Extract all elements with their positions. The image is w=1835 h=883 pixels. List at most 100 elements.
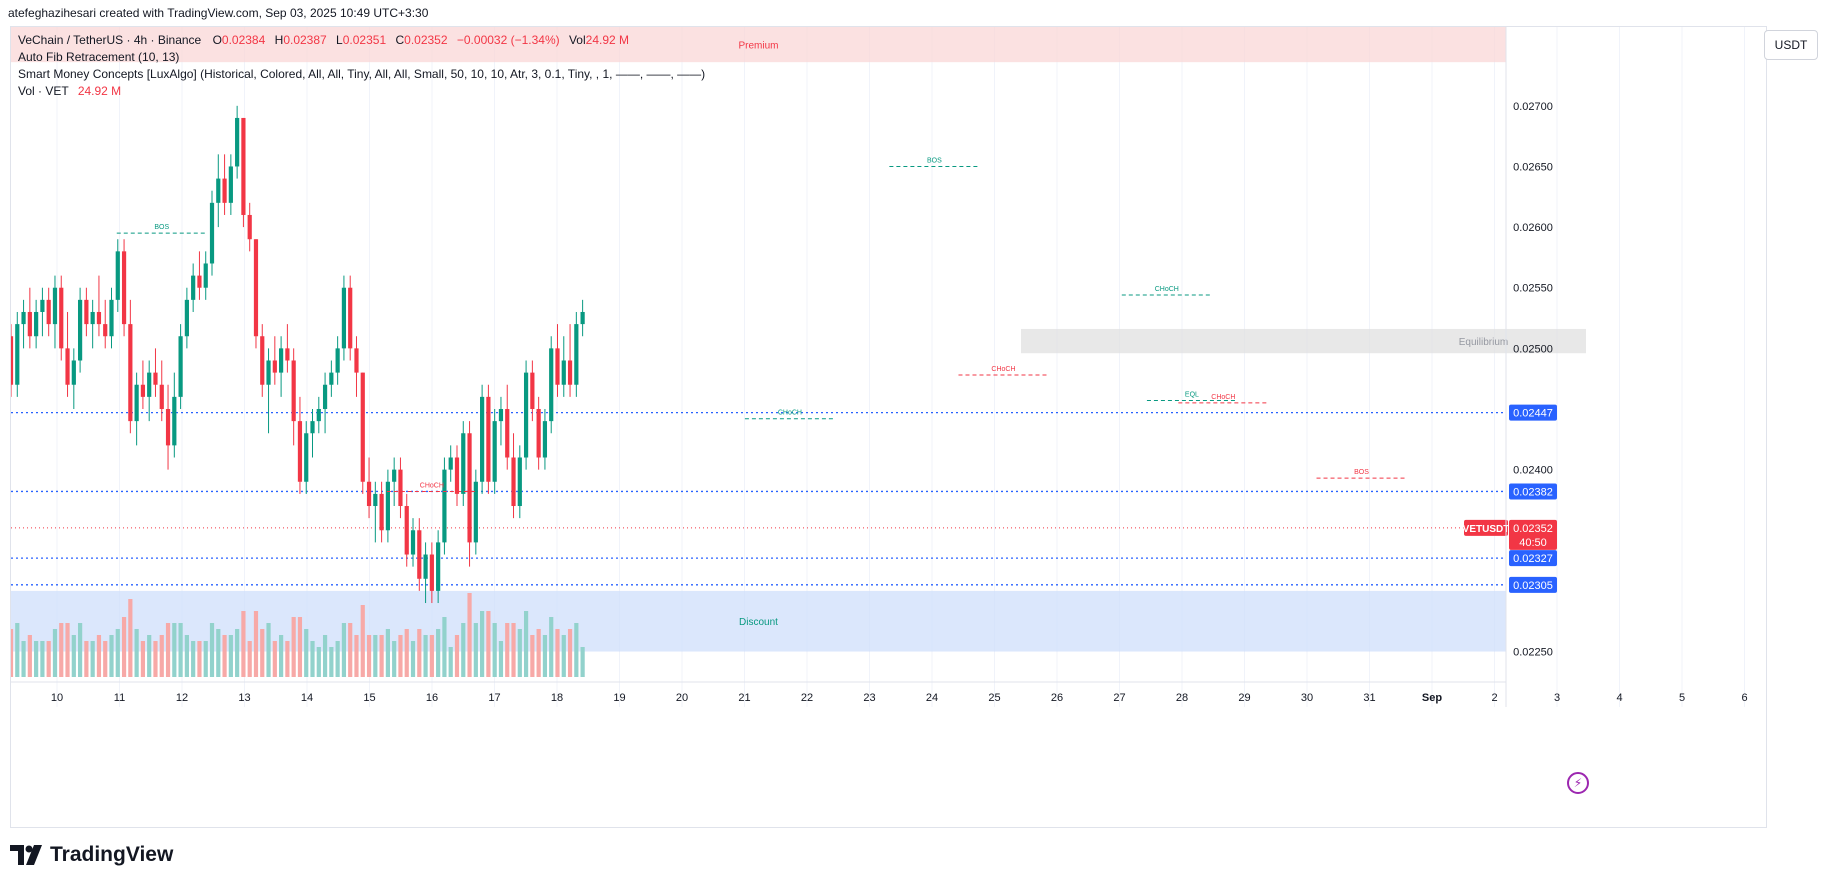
candle-body	[147, 372, 152, 397]
legend-low: 0.02351	[342, 33, 387, 47]
candle-body	[517, 457, 522, 507]
candle-body	[442, 469, 447, 543]
price-chart[interactable]: Premium Equilibrium Discount 0.02447 0.02382…	[11, 27, 1766, 827]
candle-body	[454, 457, 460, 494]
zone-premium	[11, 27, 1506, 63]
structure-label: CHoCH	[778, 410, 802, 417]
candle-body	[580, 311, 585, 325]
candle-body	[385, 481, 390, 531]
candle-body	[304, 433, 309, 482]
candle-body	[84, 299, 89, 325]
y-tick-label: 0.02700	[1513, 101, 1553, 113]
price-tag-bg	[1509, 550, 1557, 567]
x-tick-label: 26	[1051, 692, 1063, 704]
candle-body	[178, 336, 183, 397]
legend-volume-value: 24.92 M	[77, 84, 122, 98]
candle-body	[542, 421, 548, 458]
candle-body	[228, 166, 233, 203]
candle-body	[373, 493, 378, 507]
candle-body	[71, 360, 76, 385]
legend-high: 0.02387	[283, 33, 327, 47]
candle-body	[574, 324, 579, 385]
volume-bar	[40, 641, 45, 677]
legend-fib[interactable]: Auto Fib Retracement (10, 13)	[18, 49, 179, 65]
volume-bar	[379, 635, 384, 677]
alert-bolt-icon[interactable]: ⚡	[1567, 772, 1589, 794]
volume-bar	[241, 611, 246, 677]
x-tick-label: 3	[1554, 692, 1560, 704]
volume-bar	[354, 635, 359, 677]
volume-bar	[536, 629, 541, 677]
candle-body	[549, 348, 554, 422]
volume-bar	[467, 593, 472, 677]
candle-body	[21, 311, 26, 325]
legend-smc-text: Smart Money Concepts [LuxAlgo] (Historic…	[18, 67, 706, 81]
candle-body	[297, 421, 303, 482]
legend-fib-text: Auto Fib Retracement (10, 13)	[18, 50, 180, 64]
x-tick-label: 24	[926, 692, 938, 704]
volume-bar	[216, 629, 221, 677]
candle-body	[96, 311, 102, 325]
volume-bar	[555, 629, 560, 677]
candle-body	[184, 299, 189, 337]
zone-label-discount: Discount	[739, 617, 778, 628]
candle-body	[247, 214, 252, 240]
candle-body	[473, 481, 478, 543]
candle-body	[27, 311, 32, 337]
legend-volume[interactable]: Vol · VET 24.92 M	[18, 83, 121, 99]
candle-body	[90, 311, 95, 325]
candle-body	[197, 275, 202, 288]
volume-bar	[341, 623, 347, 677]
candle-body	[291, 360, 296, 422]
price-tag-label: 0.02382	[1513, 486, 1553, 498]
volume-bar	[404, 629, 409, 677]
candle-body	[536, 408, 541, 458]
candle-body	[279, 348, 284, 373]
volume-bar	[96, 635, 102, 677]
volume-bar	[235, 629, 240, 677]
volume-bar	[417, 629, 422, 677]
candle-body	[260, 336, 265, 385]
legend-smc[interactable]: Smart Money Concepts [LuxAlgo] (Historic…	[18, 66, 705, 82]
x-tick-label: 10	[51, 692, 63, 704]
volume-bar	[121, 617, 127, 677]
structure-label: BOS	[1354, 469, 1369, 476]
volume-bar	[329, 647, 334, 677]
x-tick-label: 19	[613, 692, 625, 704]
volume-bar	[480, 611, 485, 677]
legend-vol: 24.92 M	[585, 33, 630, 47]
x-tick-label: 18	[551, 692, 563, 704]
volume-bar	[134, 629, 139, 677]
zone-label-equilibrium: Equilibrium	[1459, 337, 1508, 348]
legend-symbol[interactable]: VeChain / TetherUS · 4h · Binance	[18, 33, 202, 47]
last-price-tag-bg	[1509, 519, 1557, 550]
candle-body	[505, 408, 510, 458]
structure-label: EQL	[1185, 392, 1199, 399]
candle-body	[15, 324, 20, 385]
candle-body	[121, 251, 127, 325]
candle-body	[423, 554, 428, 579]
candle-body	[480, 396, 485, 482]
last-price-countdown: 40:50	[1519, 537, 1547, 549]
volume-bar	[128, 599, 133, 677]
x-tick-label: 6	[1741, 692, 1747, 704]
volume-bar	[574, 623, 579, 677]
candle-body	[59, 287, 64, 349]
volume-bar	[322, 635, 328, 677]
volume-bar	[492, 623, 497, 677]
legend-o-label: O	[212, 33, 222, 47]
candle-body	[153, 372, 158, 385]
chart-frame: Premium Equilibrium Discount 0.02447 0.02382…	[10, 26, 1767, 828]
candle-body	[429, 554, 434, 591]
currency-button[interactable]: USDT	[1764, 30, 1818, 60]
candle-body	[140, 384, 146, 397]
candle-body	[253, 239, 259, 337]
chart-byline: atefeghazihesari created with TradingVie…	[8, 6, 429, 20]
legend-ohlc: VeChain / TetherUS · 4h · Binance O 0.023…	[18, 32, 629, 48]
price-tag-label: 0.02327	[1513, 553, 1553, 565]
volume-bar	[71, 635, 76, 677]
volume-bar	[253, 611, 259, 677]
candle-body	[492, 421, 497, 482]
price-tag-label: 0.02447	[1513, 408, 1553, 420]
candle-body	[360, 372, 365, 482]
